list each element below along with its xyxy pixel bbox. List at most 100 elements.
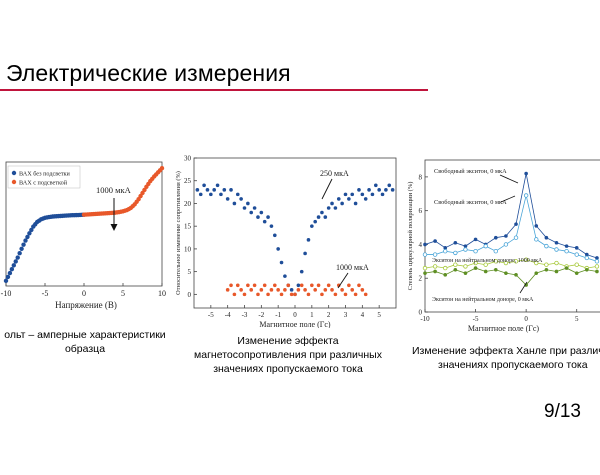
data-point [433,239,437,243]
y-tick-label: 6 [419,207,423,215]
legend-label: ВАХ без подсветки [19,171,71,178]
x-tick-label: -5 [473,315,479,323]
data-point [594,259,600,264]
data-point [504,271,508,275]
data-point [21,242,26,247]
data-point [523,193,529,198]
x-tick-label: 0 [293,311,297,319]
data-point [326,283,331,288]
annotation-arrow [500,195,516,203]
iv-caption-line2: образца [64,343,106,355]
y-tick-label: 15 [184,223,192,231]
data-point [544,235,549,240]
y-tick-label: 10 [184,245,192,253]
data-point [99,211,104,216]
data-point [432,252,438,257]
data-point [269,288,274,292]
data-point [374,183,378,188]
data-point [443,246,448,250]
data-point [157,168,163,173]
y-tick-label: 20 [184,200,192,208]
annotation-label: 1000 мкА [96,185,132,195]
x-axis-label: Магнитное поле (Гс) [468,324,539,333]
data-point [283,288,287,292]
data-point [544,267,549,272]
annotation-arrow [519,281,528,294]
y-tick-label: 0 [188,291,192,299]
legend-marker [11,179,17,185]
data-point [390,188,395,192]
data-point [377,188,381,192]
data-point [219,192,223,197]
data-point [574,271,579,275]
hanle-caption-line2: значениях пропускаемого тока [438,359,588,371]
data-point [333,206,338,210]
data-point [232,292,237,297]
data-point [463,244,468,248]
data-point [473,260,478,266]
data-point [453,262,458,267]
data-point [64,213,69,218]
data-point [259,210,264,215]
data-point [232,201,237,206]
data-point [422,252,428,257]
data-point [195,188,200,192]
data-point [503,242,509,247]
x-tick-label: -10 [420,315,430,323]
data-point [289,288,294,292]
data-point [9,267,15,272]
data-point [306,238,311,242]
data-point [340,201,344,206]
data-point [279,260,284,265]
y-tick-label: 30 [184,155,192,163]
data-point [513,235,519,240]
data-point [246,201,250,206]
data-point [239,197,243,201]
data-point [384,188,388,192]
x-tick-label: 0 [524,315,528,323]
legend-box [7,165,81,189]
y-tick-label: 5 [188,268,192,276]
data-point [246,283,250,288]
data-point [453,267,458,272]
x-tick-label: 2 [327,311,331,319]
x-axis-label: Напряжение (В) [55,300,117,310]
data-point [432,264,438,269]
x-tick-label: -2 [258,311,264,319]
data-point [225,197,230,201]
annotation-arrowhead [110,224,118,231]
hanle-caption-line1: Изменение эффекта Ханле при различн [412,345,600,357]
series-label: Свободный экситон, 0 мкА [434,199,507,206]
data-point [595,256,599,260]
data-point [310,283,314,288]
data-point [453,250,458,256]
data-point [473,248,478,254]
data-point [126,206,132,212]
data-point [463,247,468,252]
y-tick-label: 8 [419,173,423,181]
data-point [256,215,260,219]
data-point [44,215,50,220]
data-point [534,237,539,242]
data-point [380,192,385,197]
data-point [544,262,549,267]
series-line [424,173,598,259]
data-point [303,251,307,256]
data-point [363,292,368,297]
title-underline [0,89,428,91]
x-tick-label: 10 [158,289,166,298]
x-axis-label: Магнитное поле (Гс) [259,320,330,328]
hanle-chart: -10 -5 0 5 0 2 4 6 8 Магнитное поле (Гс) Степень ц… [407,159,600,333]
y-tick-label: 4 [419,241,423,249]
plot-frame [193,157,397,309]
data-point [574,262,579,267]
data-point [306,292,311,297]
data-point [323,288,328,292]
data-point [33,222,38,227]
data-point [252,283,257,288]
data-point [463,271,468,275]
data-point [212,188,216,192]
data-point [111,210,116,215]
data-point [350,288,355,292]
data-point [146,181,151,187]
